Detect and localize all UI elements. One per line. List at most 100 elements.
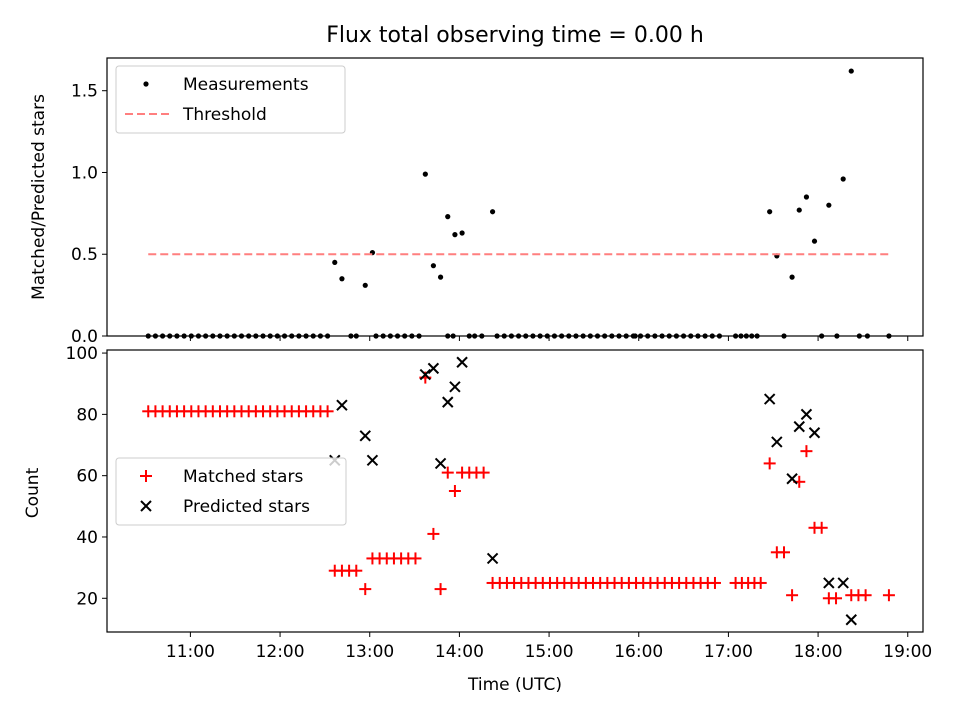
matched-star-point xyxy=(859,589,872,602)
matched-star-point xyxy=(763,457,776,470)
predicted-star-point xyxy=(823,577,835,589)
measurement-point xyxy=(362,282,368,288)
ratio-marks xyxy=(145,68,892,339)
matched-star-point xyxy=(882,589,895,602)
legend-predicted-label: Predicted stars xyxy=(183,497,310,517)
count-x-ticks: 11:00 12:00 13:00 14:00 15:00 16:00 17:00 18:00… xyxy=(166,632,932,662)
predicted-star-point xyxy=(456,356,468,368)
matched-star-point xyxy=(321,405,334,418)
matched-star-point xyxy=(708,576,721,589)
predicted-star-point xyxy=(763,393,776,405)
legend-measurements-marker xyxy=(143,81,149,87)
x-tick-label: 16:00 xyxy=(614,642,663,662)
count-y-axis-label: Count xyxy=(23,467,43,518)
matched-star-point xyxy=(815,521,828,534)
ratio-y-ticks: 0.0 0.5 1.0 1.5 xyxy=(71,82,107,347)
predicted-star-point xyxy=(419,368,432,381)
predicted-star-point xyxy=(845,614,857,626)
measurement-point xyxy=(459,230,465,236)
measurement-point xyxy=(445,214,451,220)
x-tick-label: 18:00 xyxy=(794,642,843,662)
measurement-point xyxy=(430,263,436,269)
predicted-star-point xyxy=(786,473,798,485)
chart-title: Flux total observing time = 0.00 h xyxy=(326,23,704,48)
y-tick-label: 60 xyxy=(76,467,98,487)
y-tick-label: 0.0 xyxy=(71,327,98,347)
count-y-ticks: 20 40 60 80 100 xyxy=(66,344,107,609)
matched-star-point xyxy=(409,552,422,565)
predicted-star-point xyxy=(793,420,805,433)
legend-measurements-label: Measurements xyxy=(183,75,309,95)
legend-matched-marker xyxy=(140,470,152,482)
measurement-point xyxy=(489,209,496,215)
predicted-star-point xyxy=(359,430,371,442)
matched-star-point xyxy=(448,485,461,497)
measurement-point xyxy=(848,68,854,74)
predicted-star-point xyxy=(771,436,783,448)
matched-star-point xyxy=(778,546,791,559)
y-tick-label: 100 xyxy=(66,344,98,364)
count-legend: Matched stars Predicted stars xyxy=(115,457,347,526)
matched-star-point xyxy=(754,576,767,589)
measurement-point xyxy=(767,209,773,215)
predicted-star-point xyxy=(442,396,454,408)
matched-star-point xyxy=(350,564,363,577)
matched-star-point xyxy=(477,466,490,479)
x-tick-label: 14:00 xyxy=(435,642,484,662)
measurement-point xyxy=(332,259,338,266)
measurement-point xyxy=(452,232,458,238)
predicted-star-point xyxy=(449,381,461,393)
predicted-star-point xyxy=(837,577,849,589)
y-tick-label: 80 xyxy=(76,405,98,425)
legend-threshold-label: Threshold xyxy=(182,105,267,125)
measurement-point xyxy=(422,171,428,177)
y-tick-label: 1.5 xyxy=(71,82,98,102)
count-legend-box xyxy=(115,457,347,526)
matched-star-point xyxy=(830,592,843,605)
count-marks xyxy=(142,356,895,626)
measurement-point xyxy=(796,207,802,213)
x-tick-label: 17:00 xyxy=(704,642,753,662)
count-axes-frame xyxy=(106,349,924,633)
y-tick-label: 0.5 xyxy=(71,245,98,265)
matched-star-point xyxy=(800,445,813,458)
predicted-star-point xyxy=(366,454,379,467)
measurement-point xyxy=(811,238,818,244)
ratio-legend: Measurements Threshold xyxy=(115,65,346,134)
x-tick-label: 13:00 xyxy=(345,642,394,662)
ratio-x-ticks xyxy=(189,336,909,341)
measurement-point xyxy=(437,274,444,280)
measurement-point xyxy=(803,194,810,200)
x-tick-label: 12:00 xyxy=(256,642,305,662)
measurement-point xyxy=(826,202,832,208)
matched-star-point xyxy=(359,583,372,596)
predicted-star-point xyxy=(427,362,440,375)
legend-matched-label: Matched stars xyxy=(183,467,303,487)
ratio-axes-frame xyxy=(106,57,924,337)
predicted-star-point xyxy=(434,457,447,470)
legend-predicted-marker xyxy=(140,500,152,512)
matched-star-point xyxy=(786,589,799,602)
matched-star-point xyxy=(427,527,440,540)
measurement-point xyxy=(840,176,846,182)
measurement-point xyxy=(339,276,345,282)
y-tick-label: 20 xyxy=(76,589,98,609)
predicted-star-point xyxy=(808,427,821,439)
matched-star-point xyxy=(441,466,454,479)
x-tick-label: 19:00 xyxy=(883,642,932,662)
x-tick-label: 11:00 xyxy=(166,642,215,662)
matched-star-point xyxy=(434,583,447,596)
measurement-point xyxy=(789,274,795,280)
count-panel: 20 40 60 80 100 11:00 12:00 13:00 14:00 15:00 16:… xyxy=(23,344,932,695)
predicted-star-point xyxy=(800,408,813,421)
predicted-star-point xyxy=(486,552,499,565)
y-tick-label: 40 xyxy=(76,528,98,548)
ratio-legend-box xyxy=(115,65,346,134)
x-tick-label: 15:00 xyxy=(525,642,574,662)
y-tick-label: 1.0 xyxy=(71,163,98,183)
count-x-axis-label: Time (UTC) xyxy=(467,675,562,695)
predicted-star-point xyxy=(336,399,348,411)
ratio-y-axis-label: Matched/Predicted stars xyxy=(29,94,49,300)
